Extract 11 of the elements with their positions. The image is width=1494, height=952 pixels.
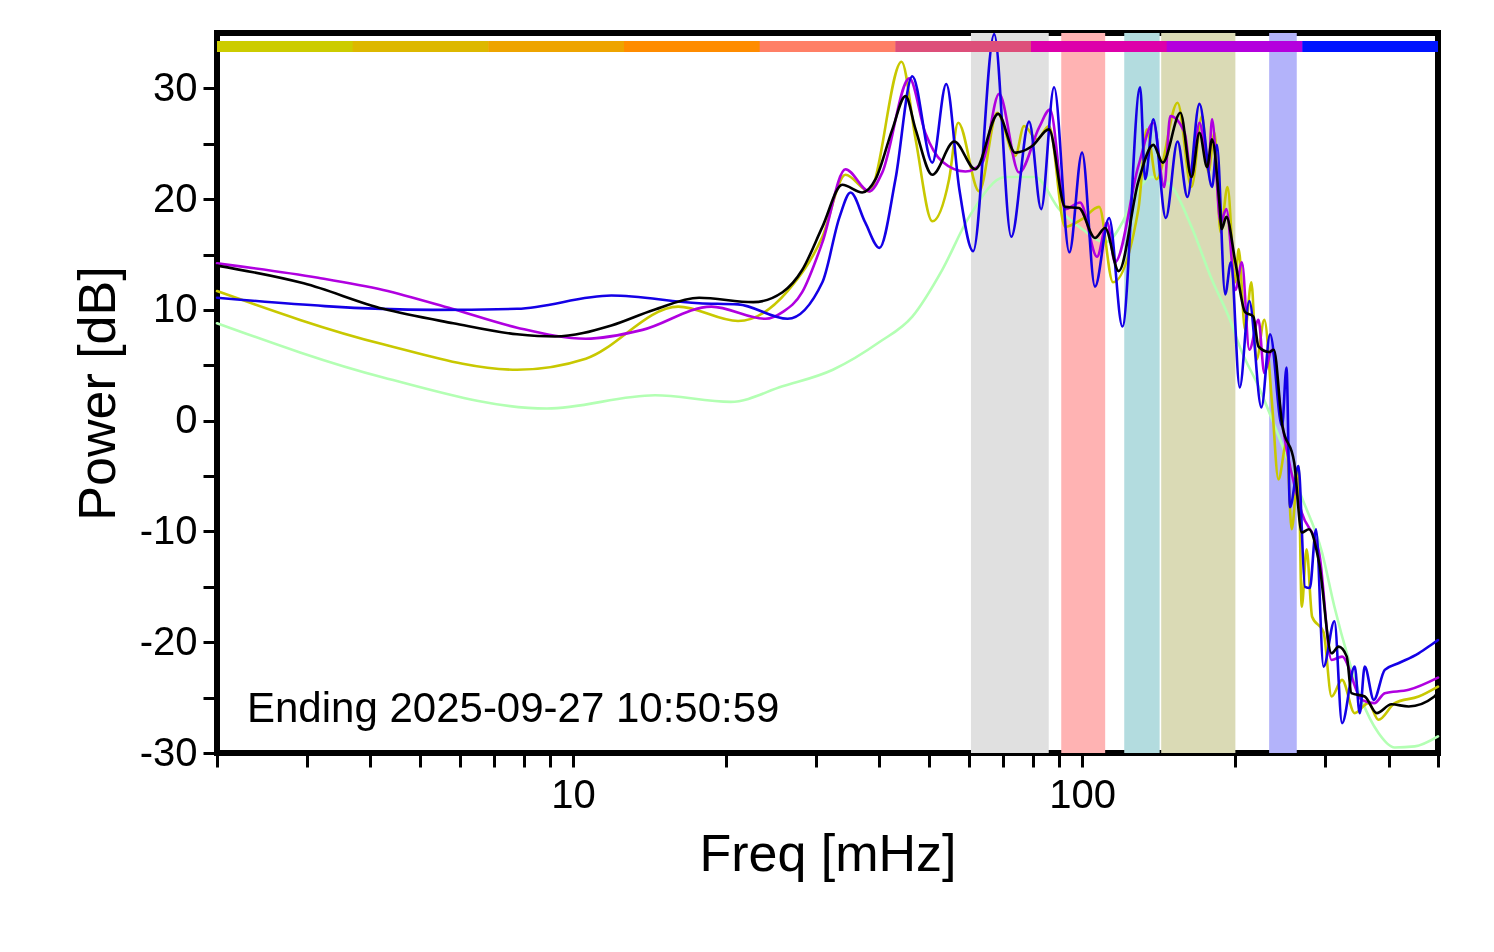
y-tick-label: 20 — [153, 175, 198, 220]
x-tick-label: 100 — [1049, 771, 1116, 816]
y-tick-label: 0 — [175, 397, 198, 442]
y-tick-label: -10 — [139, 507, 198, 552]
y-tick-label: 10 — [153, 286, 198, 331]
y-tick-label: 30 — [153, 64, 198, 109]
y-tick-label: -30 — [139, 729, 198, 774]
x-axis-title: Freq [mHz] — [699, 823, 957, 882]
y-tick-label: -20 — [139, 618, 198, 663]
y-axis-title: Power [dB] — [67, 266, 126, 521]
annotation: Ending 2025-09-27 10:50:59 — [247, 684, 780, 731]
